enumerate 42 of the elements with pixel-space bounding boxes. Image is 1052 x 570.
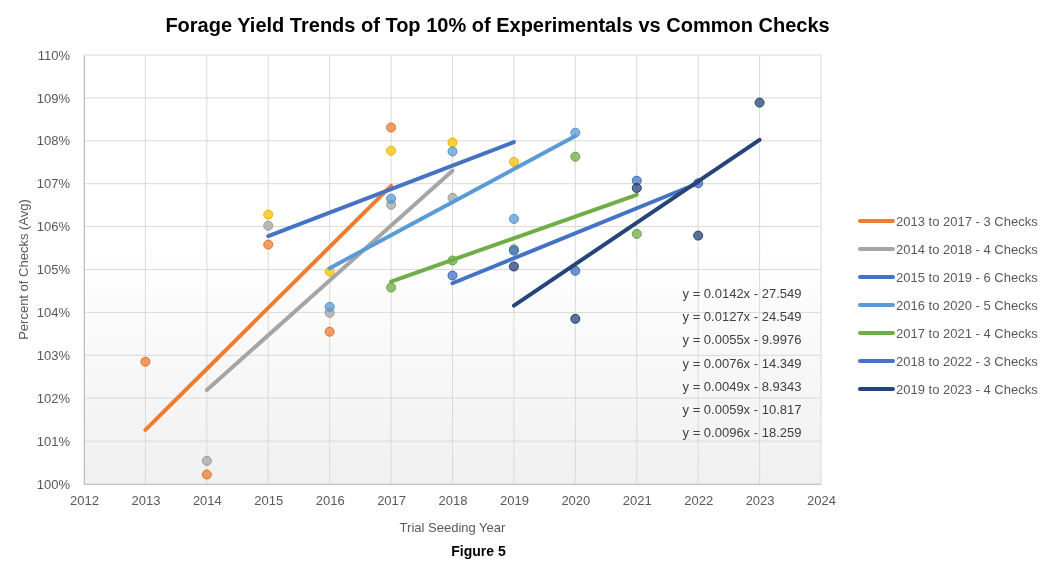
chart-title: Forage Yield Trends of Top 10% of Experimentals vs Common Checks (165, 14, 830, 36)
legend-label: 2017 to 2021 - 4 Checks (896, 326, 1039, 341)
y-tick-label: 107% (36, 176, 71, 192)
x-tick-label: 2014 (192, 493, 222, 509)
x-tick-label: 2012 (70, 493, 99, 509)
x-tick-label: 2023 (745, 493, 775, 509)
y-tick-label: 105% (36, 262, 71, 278)
legend-label: 2015 to 2019 - 6 Checks (896, 270, 1039, 285)
y-tick-label: 106% (36, 219, 71, 235)
annotation: y = 0.0055x - 9.9976 (682, 332, 802, 348)
y-tick-label: 100% (36, 476, 71, 492)
legend-label: 2014 to 2018 - 4 Checks (896, 242, 1039, 257)
legend-label: 2013 to 2017 - 3 Checks (896, 214, 1039, 229)
x-tick-label: 2024 (807, 493, 836, 509)
annotation: y = 0.0127x - 24.549 (682, 309, 802, 325)
y-tick-label: 104% (36, 305, 71, 321)
annotation: y = 0.0096x - 18.259 (682, 425, 802, 441)
x-tick-label: 2018 (438, 493, 468, 509)
y-tick-label: 103% (36, 347, 71, 363)
x-axis-title: Trial Seeding Year (399, 520, 507, 535)
y-tick-label: 101% (36, 433, 71, 449)
x-tick-label: 2022 (684, 493, 714, 509)
y-axis-title: Percent of Checks (Avg) (16, 199, 31, 340)
legend-label: 2018 to 2022 - 3 Checks (896, 354, 1039, 369)
x-tick-label: 2019 (499, 493, 529, 509)
x-tick-label: 2021 (622, 493, 652, 509)
annotation: y = 0.0142x - 27.549 (682, 286, 802, 301)
annotation: y = 0.0076x - 14.349 (682, 355, 802, 371)
y-tick-label: 108% (36, 133, 71, 149)
legend-label: 2016 to 2020 - 5 Checks (896, 298, 1039, 313)
annotation: y = 0.0059x - 10.817 (682, 402, 802, 417)
x-tick-label: 2017 (377, 493, 407, 509)
x-tick-label: 2020 (561, 493, 591, 509)
y-tick-label: 110% (37, 47, 71, 63)
y-tick-label: 102% (36, 390, 71, 406)
x-tick-label: 2015 (254, 493, 284, 509)
x-tick-label: 2016 (315, 493, 345, 509)
y-tick-label: 109% (36, 90, 71, 106)
x-tick-label: 2013 (131, 493, 161, 509)
annotation: y = 0.0049x - 8.9343 (682, 378, 802, 394)
legend-label: 2019 to 2023 - 4 Checks (896, 382, 1039, 397)
caption: Figure 5 (451, 543, 506, 559)
